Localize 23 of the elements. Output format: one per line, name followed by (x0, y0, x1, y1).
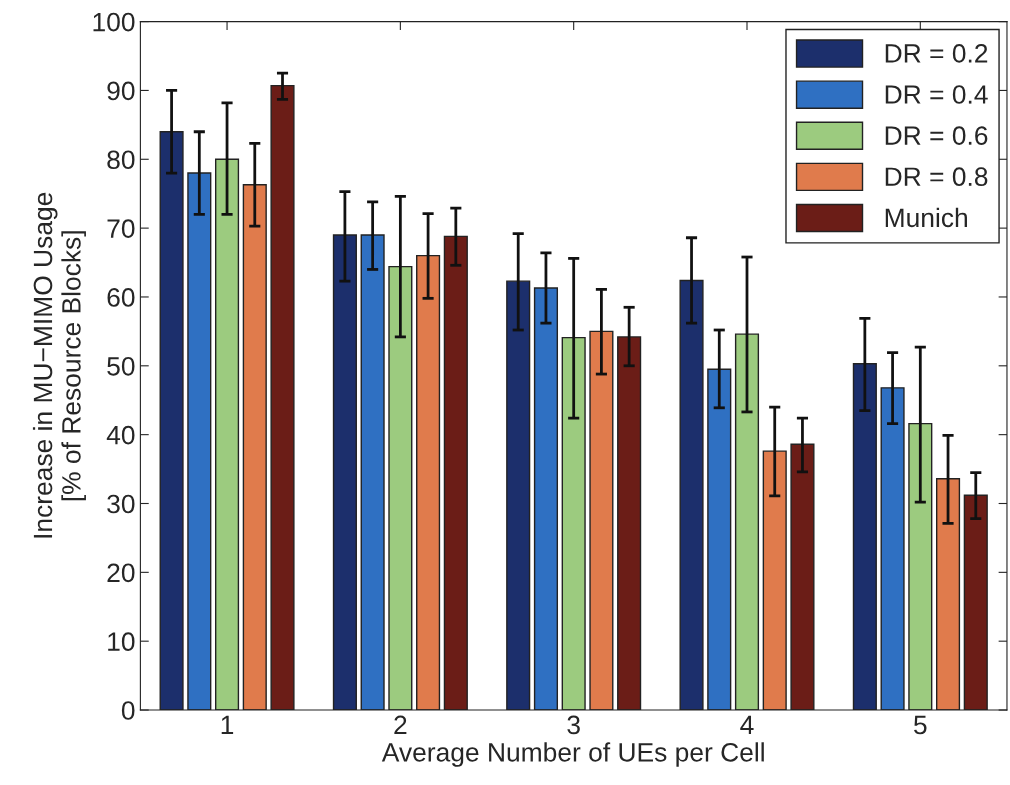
legend-label: DR = 0.6 (885, 126, 988, 145)
x-tick-label: 4 (740, 715, 754, 735)
y-axis-title: Increase in MU−MIMO Usage [% of Resource Blocks] (32, 192, 86, 538)
y-tick-label: 40 (106, 425, 135, 445)
y-tick-label: 60 (107, 288, 135, 307)
x-tick-label: 3 (567, 715, 580, 735)
legend-label: DR = 0.8 (885, 167, 988, 187)
x-tick-label: 1 (221, 715, 234, 735)
y-tick-label: 100 (93, 12, 135, 32)
y-tick-label: 70 (107, 219, 135, 238)
x-tick-label: 5 (914, 715, 927, 735)
y-tick-label: 20 (107, 563, 135, 583)
y-tick-label: 10 (108, 632, 135, 652)
y-tick-label: 50 (107, 356, 135, 376)
x-tick-label: 2 (394, 715, 407, 735)
y-tick-label: 0 (121, 701, 135, 720)
legend-label: Munich (885, 207, 967, 228)
legend-label: DR = 0.2 (885, 44, 988, 63)
legend-label: DR = 0.4 (885, 85, 988, 104)
x-axis-title: Average Number of UEs per Cell (381, 742, 764, 767)
y-tick-label: 90 (107, 81, 135, 101)
y-tick-label: 80 (107, 150, 135, 170)
y-tick-label: 30 (107, 494, 135, 514)
